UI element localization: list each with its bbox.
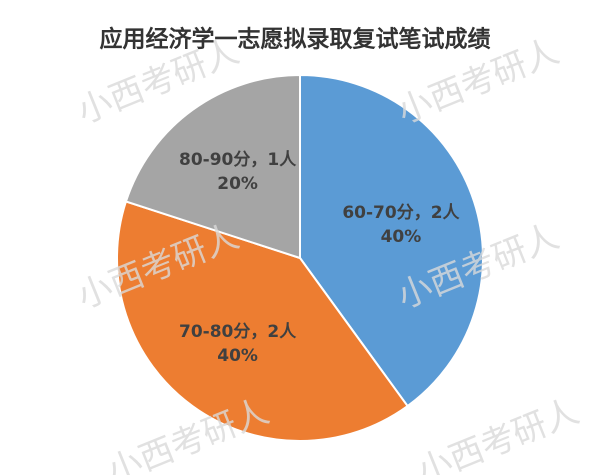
slice-value-label: 40% <box>217 346 258 366</box>
slice-value-label: 40% <box>381 227 422 247</box>
pie-slice <box>116 200 409 442</box>
slice-category-label: 60-70分，2人 <box>342 203 460 223</box>
pie-slice <box>124 73 301 260</box>
slice-value-label: 20% <box>217 174 258 194</box>
slice-category-label: 70-80分，2人 <box>179 322 297 342</box>
data-labels: 60-70分，2人 40% 70-80分，2人 40% 80-90分，1人 20% <box>179 150 461 366</box>
pie-slice <box>299 73 484 408</box>
chart-title: 应用经济学一志愿拟录取复试笔试成绩 <box>100 26 491 53</box>
slice-category-label: 80-90分，1人 <box>179 150 297 170</box>
pie <box>116 73 484 442</box>
